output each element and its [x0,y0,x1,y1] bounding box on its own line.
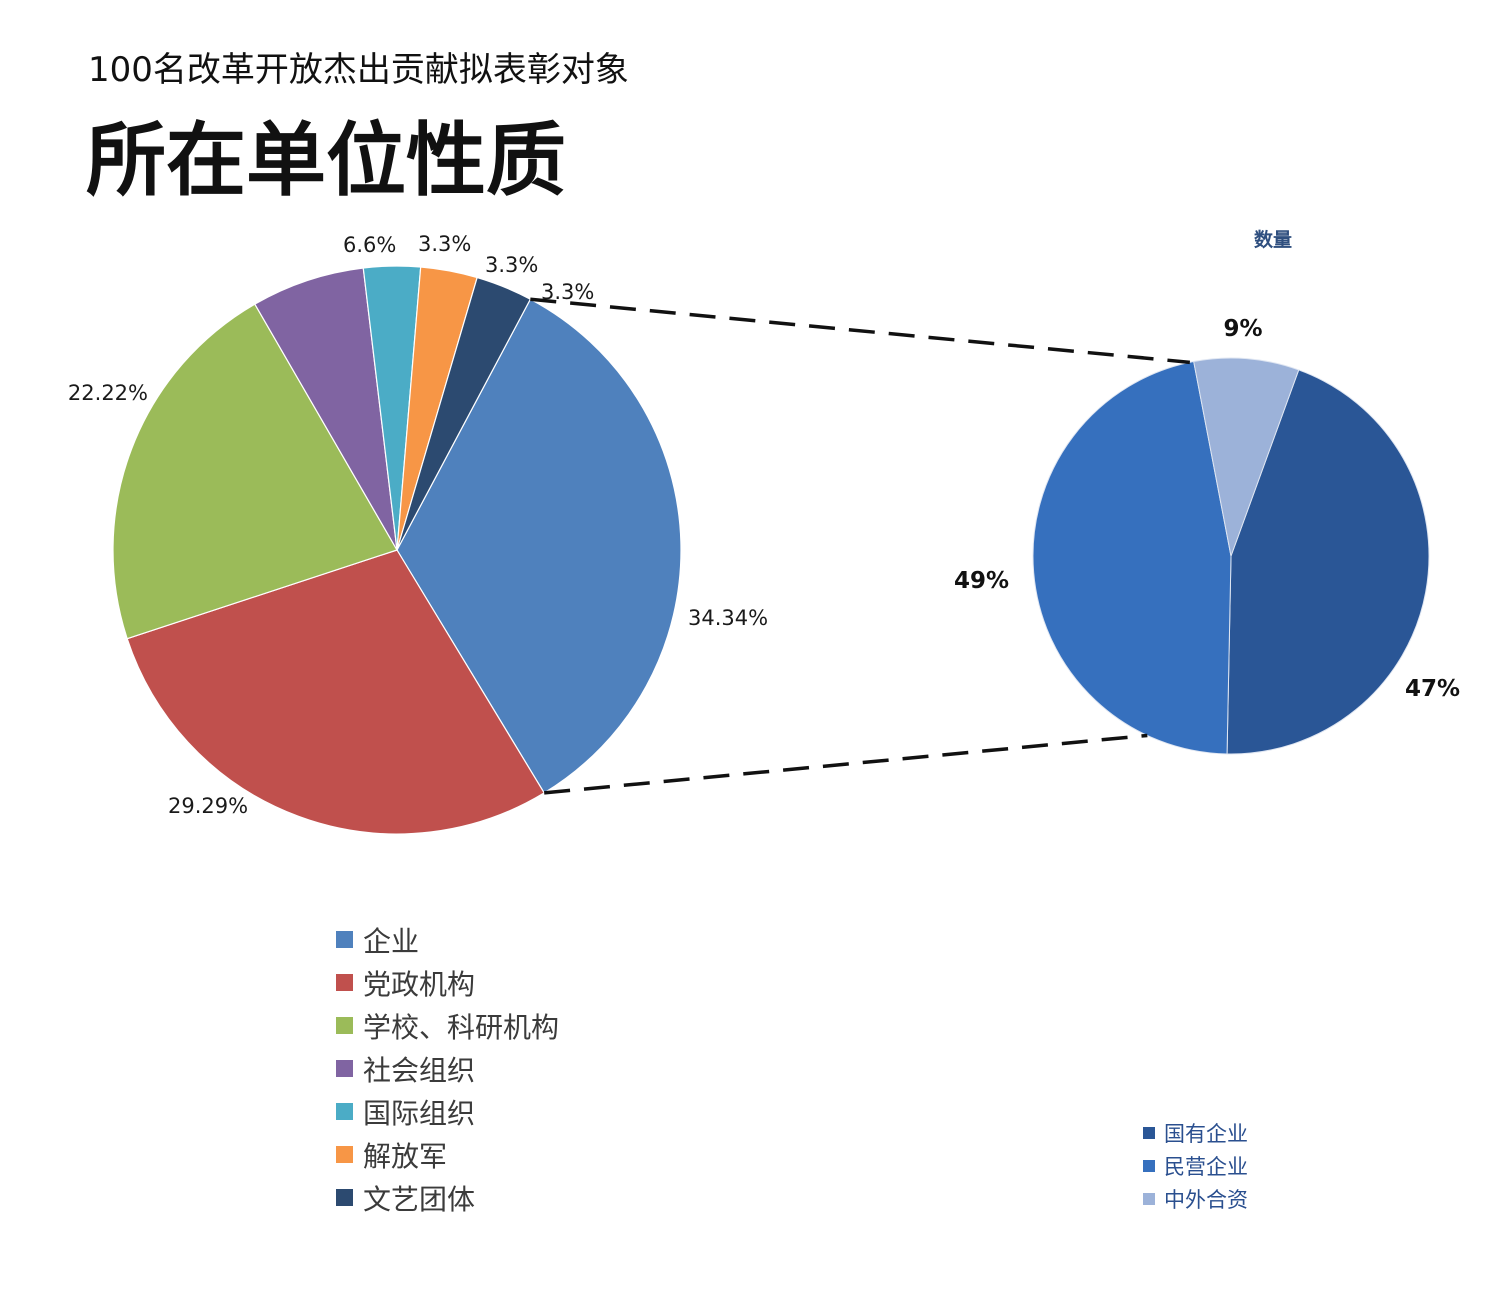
connector-bottom [544,733,1148,795]
legend-main: 企业党政机构学校、科研机构 社会组织国际组织解放军文艺团体 [336,918,559,1219]
breakdown-pie [1032,357,1430,755]
main-slice-label-4: 6.6% [343,233,396,257]
data-labels: 34.34%29.29%22.22%6.6% 3.3%3.3%3.3%47%49%… [68,228,1460,818]
connector-lines [530,297,1191,795]
legend-label: 国际组织 [363,1096,476,1130]
legend-label: 中外合资 [1164,1187,1248,1212]
breakdown-slice-label-1: 47% [1405,676,1460,702]
legend-main-item-3: 学校、科研机构 [336,1004,559,1047]
main-slice-2 [126,549,546,835]
legend-label: 党政机构 [363,967,476,1001]
legend-swatch [1143,1192,1155,1205]
legend-swatch [336,1189,353,1206]
chart-title: 所在单位性质 [86,114,566,207]
chart-subtitle: 100名改革开放杰出贡献拟表彰对象 [88,50,629,90]
main-slice-label-1: 34.34% [688,606,768,630]
legend-main-item-1: 企业 [336,918,559,961]
legend-breakdown: 国有企业民营企业中外合资 [1143,1116,1248,1215]
breakdown-pie-title: 数量 [1254,228,1292,251]
legend-breakdown-item-3: 中外合资 [1143,1182,1248,1215]
breakdown-slice-2 [1032,360,1232,755]
legend-label: 企业 [363,924,420,958]
legend-swatch [1143,1126,1155,1139]
legend-main-item-5: 国际组织 [336,1090,559,1133]
legend-swatch [336,1146,353,1163]
connector-top [530,297,1191,365]
main-slice-label-6: 3.3% [485,253,538,277]
main-pie [112,265,682,835]
main-slice-1 [396,298,682,794]
legend-swatch [336,931,353,948]
breakdown-slice-label-3: 9% [1223,316,1262,342]
legend-label: 社会组织 [363,1053,476,1087]
legend-main-item-6: 解放军 [336,1133,559,1176]
legend-label: 文艺团体 [363,1182,476,1216]
legend-main-item-2: 党政机构 [336,961,559,1004]
breakdown-slice-label-2: 49% [954,568,1009,594]
breakdown-slice-1 [1226,369,1430,755]
legend-main-item-4: 社会组织 [336,1047,559,1090]
main-slice-3 [112,303,398,640]
main-slice-label-5: 3.3% [418,232,471,256]
legend-swatch [1143,1159,1155,1172]
legend-swatch [336,1017,353,1034]
main-slice-4 [254,267,398,551]
legend-label: 民营企业 [1164,1154,1248,1179]
legend-swatch [336,1060,353,1077]
main-slice-label-7: 3.3% [541,280,594,304]
main-slice-label-3: 22.22% [68,381,148,405]
main-slice-7 [396,276,532,551]
breakdown-slice-3 [1193,357,1300,558]
legend-swatch [336,1103,353,1120]
legend-swatch [336,974,353,991]
legend-breakdown-item-1: 国有企业 [1143,1116,1248,1149]
legend-main-item-7: 文艺团体 [336,1176,559,1219]
legend-label: 解放军 [363,1139,448,1173]
legend-label: 学校、科研机构 [363,1010,560,1044]
legend-breakdown-item-2: 民营企业 [1143,1149,1248,1182]
main-slice-label-2: 29.29% [168,794,248,818]
legend-label: 国有企业 [1164,1121,1248,1146]
